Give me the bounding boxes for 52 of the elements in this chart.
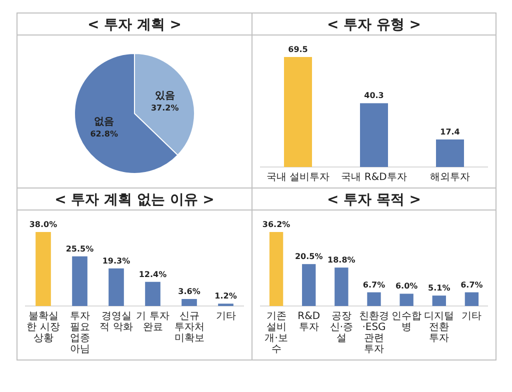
- x-tick-label: 기타: [216, 311, 236, 322]
- data-label: 6.0%: [395, 282, 418, 291]
- bar: [108, 268, 124, 306]
- x-tick-label: 기 투자 완료: [136, 311, 170, 333]
- x-tick-label: 국내 설비투자: [266, 172, 330, 183]
- data-label: 62.8%: [90, 129, 118, 138]
- x-tick-label: 신규 투자처 미확보: [174, 311, 204, 344]
- data-label: 19.3%: [102, 256, 130, 266]
- data-label: 12.4%: [138, 270, 167, 279]
- x-tick-label: 기타: [462, 311, 482, 322]
- data-label: 38.0%: [29, 220, 58, 229]
- data-label: 18.8%: [328, 256, 356, 265]
- bar: [367, 292, 381, 306]
- data-label: 20.5%: [294, 252, 323, 262]
- data-label: 69.5: [288, 45, 308, 54]
- bar: [464, 292, 479, 306]
- data-label: 3.6%: [178, 286, 200, 296]
- bar: [182, 298, 197, 306]
- bar: [334, 268, 348, 306]
- chart-title: < 투자 계획 >: [87, 17, 182, 33]
- data-label: 36.2%: [262, 220, 290, 229]
- data-label: 5.1%: [428, 284, 450, 293]
- data-label: 25.5%: [66, 244, 94, 254]
- data-label: 6.7%: [460, 280, 483, 290]
- x-tick-label: 기존 설비 개·보수: [264, 311, 288, 355]
- bar: [36, 232, 51, 306]
- data-label: 37.2%: [150, 104, 179, 113]
- bar: [400, 294, 414, 306]
- chart-title: < 투자 유형 >: [326, 17, 422, 33]
- data-label: 17.4: [440, 127, 460, 136]
- slice-label: 없음: [94, 116, 114, 128]
- x-tick-label: 경영실적 악화: [100, 311, 133, 333]
- x-tick-label: 공장 신·증설: [330, 311, 354, 344]
- x-tick-label: R&D 투자: [298, 311, 320, 333]
- x-tick-label: 투자 필요 업종 아님: [70, 311, 90, 355]
- x-tick-label: 해외투자: [430, 172, 470, 183]
- chart-title: < 투자 계획 없는 이유 >: [54, 192, 214, 208]
- data-label: 6.7%: [362, 280, 386, 290]
- x-tick-label: 친환경·ESG 관련 투자: [359, 311, 389, 355]
- bar: [432, 296, 446, 306]
- x-tick-label: 인수합병: [392, 311, 422, 333]
- x-tick-label: 불확실한 시장 상황: [26, 311, 60, 344]
- bar: [269, 232, 284, 306]
- bar: [145, 282, 160, 306]
- data-label: 1.2%: [214, 292, 237, 301]
- bar: [302, 264, 316, 306]
- chart-title: < 투자 목적 >: [326, 192, 422, 208]
- data-label: 40.3: [364, 91, 384, 100]
- slice-label: 있음: [154, 90, 175, 102]
- bar: [72, 256, 88, 306]
- x-tick-label: 디지털전환 투자: [424, 311, 454, 344]
- x-tick-label: 국내 R&D투자: [341, 172, 407, 183]
